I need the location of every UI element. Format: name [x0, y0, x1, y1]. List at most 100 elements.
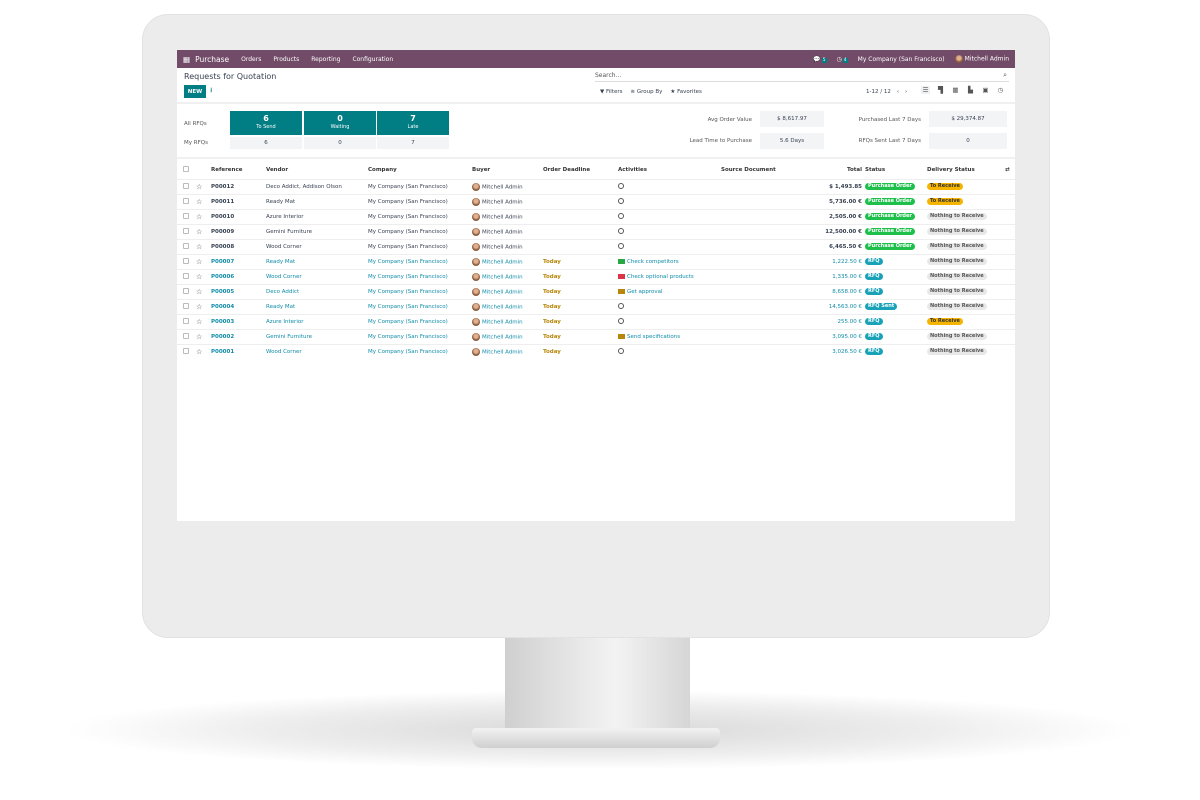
search-icon[interactable]: ⌕	[1003, 71, 1007, 79]
activity-summary[interactable]: Send specifications	[627, 333, 681, 340]
menu-orders[interactable]: Orders	[241, 55, 262, 63]
table-row[interactable]: ☆ P00008 Wood Corner My Company (San Fra…	[177, 238, 1015, 254]
app-menu[interactable]: ▦ Purchase	[183, 55, 229, 64]
table-row[interactable]: ☆ P00001 Wood Corner My Company (San Fra…	[177, 343, 1015, 359]
list-view-icon[interactable]: ☰	[921, 86, 930, 94]
activities-button[interactable]: ◷ 4	[837, 56, 848, 63]
select-all-checkbox[interactable]	[183, 166, 189, 173]
star-icon[interactable]: ☆	[196, 223, 211, 239]
new-button[interactable]: NEW	[184, 85, 206, 98]
chevron-right-icon[interactable]: ›	[905, 89, 908, 95]
pager-value[interactable]: 1-12 / 12	[866, 89, 891, 95]
star-icon[interactable]: ☆	[196, 343, 211, 359]
activity-clock-icon[interactable]	[618, 242, 624, 249]
activity-clock-icon[interactable]	[618, 197, 624, 204]
table-row[interactable]: ☆ P00009 Gemini Furniture My Company (Sa…	[177, 223, 1015, 239]
col-order-deadline[interactable]: Order Deadline	[543, 167, 591, 174]
star-icon[interactable]: ☆	[196, 283, 211, 299]
chevron-left-icon[interactable]: ‹	[896, 89, 900, 95]
activity-clock-icon[interactable]	[618, 347, 624, 354]
activity-clock-icon[interactable]	[618, 317, 624, 324]
activity-summary[interactable]: Check optional products	[627, 273, 694, 280]
calendar-view-icon[interactable]: ▣	[982, 86, 989, 94]
row-checkbox[interactable]	[183, 197, 189, 204]
delivery-status-badge: Nothing to Receive	[927, 258, 987, 265]
star-icon[interactable]: ☆	[196, 193, 211, 209]
row-checkbox[interactable]	[183, 257, 189, 264]
star-icon[interactable]: ☆	[196, 328, 211, 344]
vendor: Deco Addict	[266, 283, 368, 299]
star-icon[interactable]: ☆	[196, 178, 211, 194]
kanban-view-icon[interactable]: ▜	[938, 86, 943, 94]
row-checkbox[interactable]	[183, 227, 189, 234]
total: 1,222.50 €	[811, 253, 865, 269]
activity-summary[interactable]: Check competitors	[627, 258, 679, 265]
download-icon[interactable]: ⭳	[210, 86, 213, 94]
column-settings-icon[interactable]: ⇄	[1005, 167, 1010, 174]
col-vendor[interactable]: Vendor	[266, 167, 289, 174]
col-total[interactable]: Total	[846, 167, 862, 174]
my-waiting[interactable]: 0	[304, 137, 376, 149]
star-icon[interactable]: ☆	[196, 253, 211, 269]
row-checkbox[interactable]	[183, 317, 189, 324]
my-late[interactable]: 7	[377, 137, 449, 149]
buyer: Mitchell Admin	[482, 214, 523, 220]
company-switcher[interactable]: My Company (San Francisco)	[857, 55, 945, 63]
star-icon[interactable]: ☆	[196, 208, 211, 224]
app-name[interactable]: Purchase	[195, 54, 230, 64]
activity-clock-icon[interactable]	[618, 212, 624, 219]
table-row[interactable]: ☆ P00007 Ready Mat My Company (San Franc…	[177, 253, 1015, 269]
row-checkbox[interactable]	[183, 302, 189, 309]
star-icon[interactable]: ☆	[196, 238, 211, 254]
my-to-send[interactable]: 6	[230, 137, 302, 149]
col-activities[interactable]: Activities	[618, 167, 648, 174]
menu-configuration[interactable]: Configuration	[352, 55, 394, 63]
activity-clock-icon[interactable]	[618, 182, 624, 189]
user-menu[interactable]: Mitchell Admin	[954, 55, 1009, 63]
row-checkbox[interactable]	[183, 347, 189, 354]
graph-view-icon[interactable]: ▙	[968, 86, 973, 94]
menu-products[interactable]: Products	[273, 55, 300, 63]
tile-late[interactable]: 7 Late	[377, 111, 449, 135]
table-row[interactable]: ☆ P00011 Ready Mat My Company (San Franc…	[177, 193, 1015, 209]
pivot-view-icon[interactable]: ▦	[952, 86, 959, 94]
status-badge: Purchase Order	[865, 243, 915, 250]
table-row[interactable]: ☆ P00002 Gemini Furniture My Company (Sa…	[177, 328, 1015, 344]
grid-icon[interactable]: ▦	[183, 54, 191, 64]
star-icon[interactable]: ☆	[196, 298, 211, 314]
table-row[interactable]: ☆ P00006 Wood Corner My Company (San Fra…	[177, 268, 1015, 284]
messages-button[interactable]: 💬 5	[813, 56, 827, 63]
row-checkbox[interactable]	[183, 212, 189, 219]
activity-clock-icon[interactable]	[618, 302, 624, 309]
filters-button[interactable]: ▼ Filters	[600, 89, 622, 95]
tile-waiting[interactable]: 0 Waiting	[304, 111, 376, 135]
activity-view-icon[interactable]: ◷	[997, 86, 1004, 94]
reference: P00005	[211, 283, 266, 299]
menu-reporting[interactable]: Reporting	[311, 55, 341, 63]
activity-clock-icon[interactable]	[618, 227, 624, 234]
row-checkbox[interactable]	[183, 242, 189, 249]
star-icon[interactable]: ☆	[196, 268, 211, 284]
row-checkbox[interactable]	[183, 332, 189, 339]
activity-summary[interactable]: Get approval	[627, 288, 663, 295]
col-reference[interactable]: Reference	[211, 167, 243, 174]
col-status[interactable]: Status	[865, 167, 886, 174]
col-buyer[interactable]: Buyer	[472, 167, 491, 174]
col-source-document[interactable]: Source Document	[721, 167, 776, 174]
table-row[interactable]: ☆ P00012 Deco Addict, Addison Olson My C…	[177, 178, 1015, 194]
row-checkbox[interactable]	[183, 182, 189, 189]
table-row[interactable]: ☆ P00003 Azure Interior My Company (San …	[177, 313, 1015, 329]
row-checkbox[interactable]	[183, 287, 189, 294]
table-row[interactable]: ☆ P00005 Deco Addict My Company (San Fra…	[177, 283, 1015, 299]
table-row[interactable]: ☆ P00010 Azure Interior My Company (San …	[177, 208, 1015, 224]
col-company[interactable]: Company	[368, 167, 397, 174]
favorites-button[interactable]: ★ Favorites	[670, 89, 702, 95]
group-by-button[interactable]: ≋ Group By	[630, 89, 662, 95]
delivery-status-badge: Nothing to Receive	[927, 348, 987, 356]
row-checkbox[interactable]	[183, 272, 189, 279]
col-delivery-status[interactable]: Delivery Status	[927, 167, 975, 174]
table-row[interactable]: ☆ P00004 Ready Mat My Company (San Franc…	[177, 298, 1015, 314]
star-icon[interactable]: ☆	[196, 313, 211, 329]
search-input[interactable]: Search... ⌕	[595, 70, 1009, 82]
tile-to-send[interactable]: 6 To Send	[230, 111, 302, 135]
